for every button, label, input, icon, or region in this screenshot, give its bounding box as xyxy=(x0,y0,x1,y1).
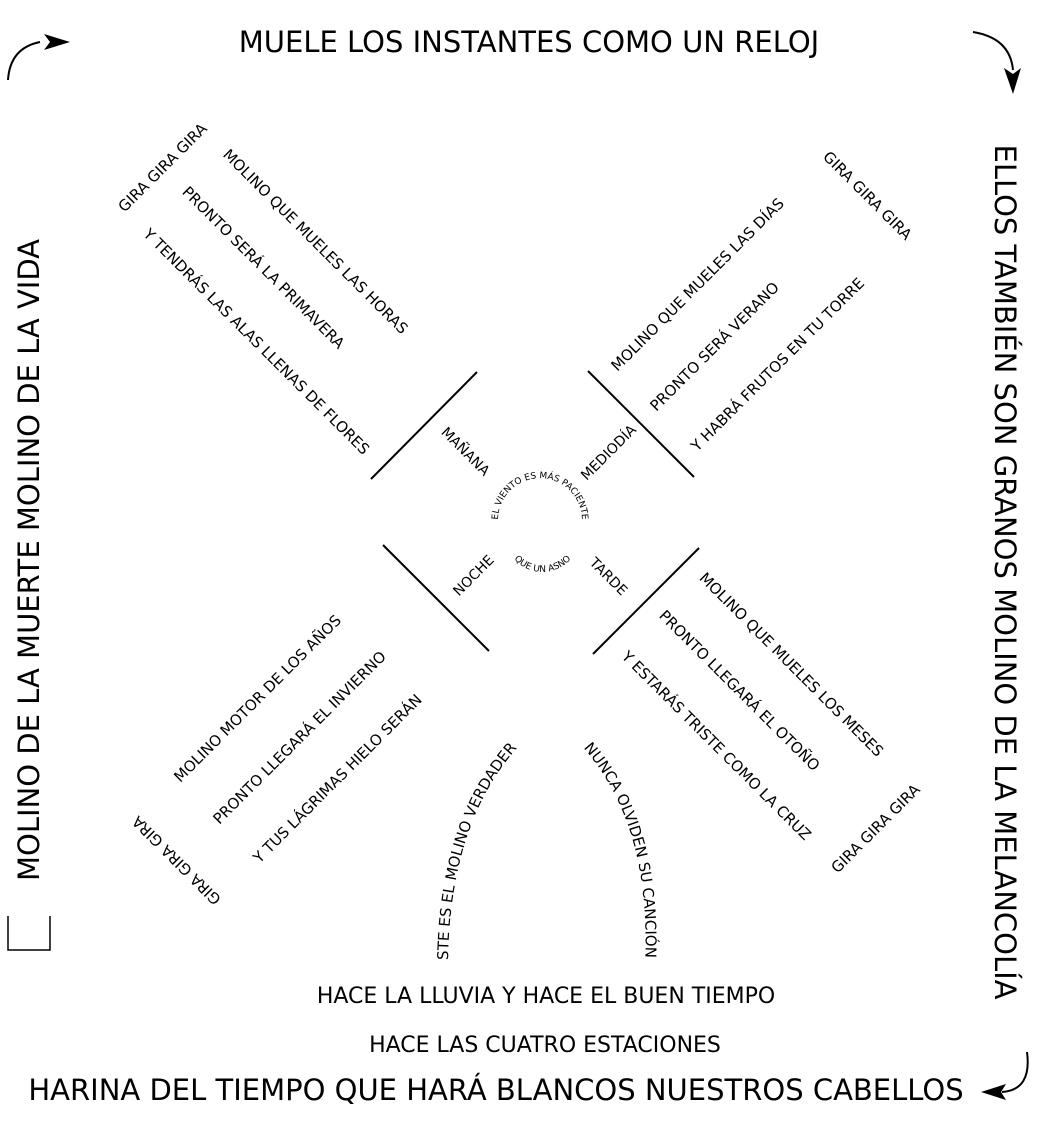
label-noon: MEDIODÍA xyxy=(577,421,640,484)
arm-bottom-left-line3: Y TUS LÁGRIMAS HIELO SERÁN xyxy=(248,690,425,867)
frame-bottom-text: HARINA DEL TIEMPO QUE HARÁ BLANCOS NUEST… xyxy=(28,1073,963,1107)
frame-right-text: ELLOS TAMBIÉN SON GRANOS MOLINO DE LA ME… xyxy=(988,144,1022,999)
sail-line-bottom-right xyxy=(592,547,700,655)
frame-left-text: MOLINO DE LA MUERTE MOLINO DE LA VIDA xyxy=(12,239,46,881)
arm-top-right-chant: GIRA GIRA GIRA xyxy=(819,148,916,245)
label-evening: TARDE xyxy=(585,554,630,599)
sail-line-top-left xyxy=(370,371,478,480)
arm-bottom-left-chant: GIRA GIRA GIRA xyxy=(128,812,225,909)
bracket-icon xyxy=(7,916,51,951)
bottom-line-2: HACE LAS CUATRO ESTACIONES xyxy=(369,1033,721,1058)
label-night: NOCHE xyxy=(450,552,497,599)
base-right-curve-text: NUNCA OLVIDEN SU CANCIÓN xyxy=(580,739,660,958)
arm-bottom-left-line2: PRONTO LLEGARÁ EL INVIERNO xyxy=(209,647,390,828)
center-arc-upper: EL VIENTO ES MÁS PACIENTE xyxy=(491,470,589,520)
arm-top-right-line1: MOLINO QUE MUELES LAS DÍAS xyxy=(607,194,788,375)
arm-bottom-right-chant: GIRA GIRA GIRA xyxy=(828,780,925,877)
sail-line-bottom-left xyxy=(382,544,490,652)
arrow-top-right-icon xyxy=(972,31,1021,94)
arm-top-left-line2: PRONTO SERÁ LA PRIMAVERA xyxy=(179,182,350,353)
arm-top-right-line3: Y HABRÁ FRUTOS EN TU TORRE xyxy=(686,274,868,456)
frame-top-text: MUELE LOS INSTANTES COMO UN RELOJ xyxy=(239,25,819,59)
base-left-curve-text: ESTE ES EL MOLINO VERDADERO xyxy=(0,0,520,960)
bottom-line-1: HACE LA LLUVIA Y HACE EL BUEN TIEMPO xyxy=(317,984,775,1009)
center-arc-lower: QUE UN ASNO xyxy=(512,554,573,575)
label-morning: MAÑANA xyxy=(438,424,494,480)
arm-top-right-line2: PRONTO SERÁ VERANO xyxy=(646,278,783,415)
arrow-bottom-right-icon xyxy=(981,1051,1029,1100)
arrow-top-left-icon xyxy=(7,34,70,81)
arm-bottom-left-line1: MOLINO MOTOR DE LOS AÑOS xyxy=(170,611,345,786)
arm-bottom-right-line2: PRONTO LLEGARÁ EL OTOÑO xyxy=(655,606,824,775)
sail-line-top-right xyxy=(587,370,695,478)
